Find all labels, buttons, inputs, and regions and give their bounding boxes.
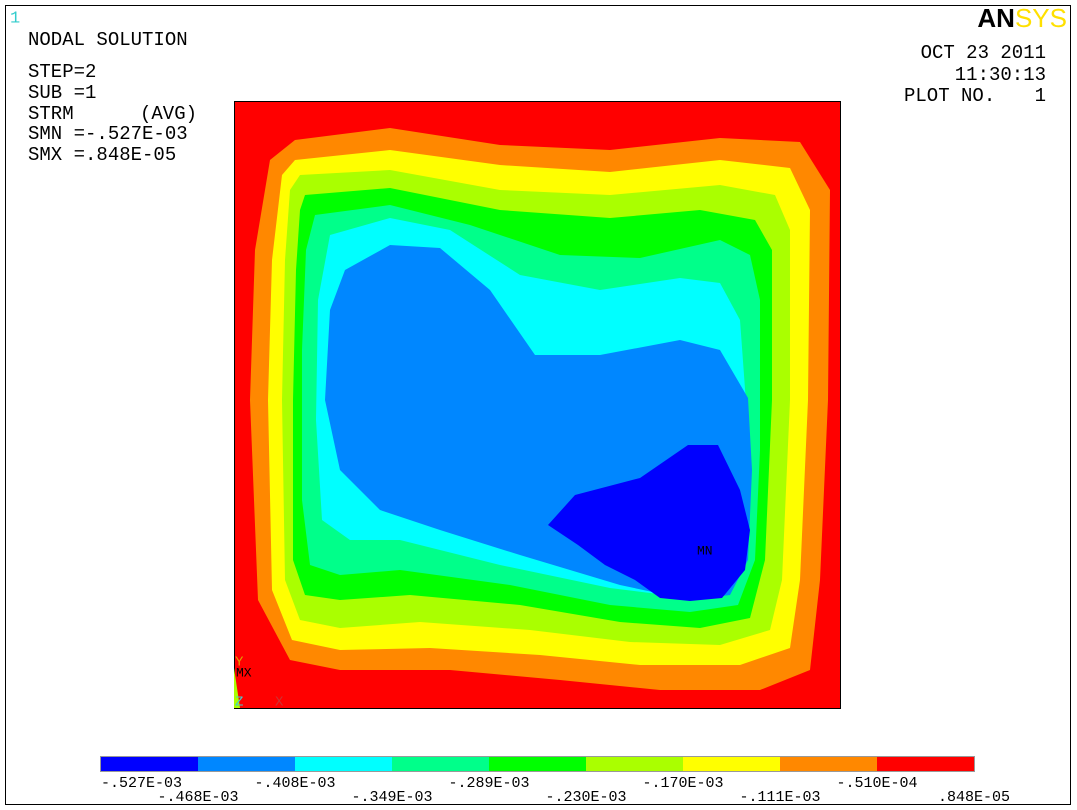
legend-swatch (683, 757, 780, 771)
legend-label: -.408E-03 (254, 775, 335, 792)
avg: (AVG) (140, 103, 197, 125)
min-label: MN (697, 543, 713, 558)
plot-number: 1 (1035, 85, 1046, 107)
legend-swatch (877, 757, 974, 771)
result: STRM (28, 103, 74, 125)
plot-border (234, 101, 841, 709)
legend-label: -.349E-03 (351, 789, 432, 806)
sub: SUB =1 (28, 82, 96, 104)
legend-label: .848E-05 (938, 789, 1010, 806)
logo-part: SYS (1015, 3, 1067, 33)
max-label: MX (236, 665, 252, 680)
axis-x: X (275, 695, 284, 711)
axis-z: Z (235, 695, 243, 711)
contour-band (548, 445, 750, 601)
title: NODAL SOLUTION (28, 29, 188, 51)
legend-label: -.170E-03 (642, 775, 723, 792)
legend-swatch (489, 757, 586, 771)
smn: SMN =-.527E-03 (28, 123, 188, 145)
legend-swatch (198, 757, 295, 771)
legend-swatch (295, 757, 392, 771)
triad (234, 668, 240, 708)
logo-part: AN (977, 3, 1015, 33)
legend-label: -.527E-03 (101, 775, 182, 792)
plot-label: PLOT NO. (904, 85, 995, 107)
contour-plot (234, 101, 840, 708)
legend-swatch (780, 757, 877, 771)
legend-label: -.289E-03 (448, 775, 529, 792)
smx: SMX =.848E-05 (28, 144, 176, 166)
legend-swatch (101, 757, 198, 771)
window-number: 1 (10, 9, 20, 28)
legend-label: -.468E-03 (157, 789, 238, 806)
logo: ANSYS (977, 3, 1067, 33)
step: STEP=2 (28, 61, 96, 83)
legend-swatch (586, 757, 683, 771)
legend: -.527E-03-.468E-03 -.408E-03 -.349E-03 -.28… (100, 756, 1010, 806)
time: 11:30:13 (955, 64, 1046, 86)
legend-label: -.111E-03 (739, 789, 820, 806)
legend-label: -.510E-04 (836, 775, 917, 792)
date: OCT 23 2011 (921, 42, 1046, 64)
legend-swatch (392, 757, 489, 771)
legend-label: -.230E-03 (545, 789, 626, 806)
axis-y: Y (235, 655, 244, 671)
